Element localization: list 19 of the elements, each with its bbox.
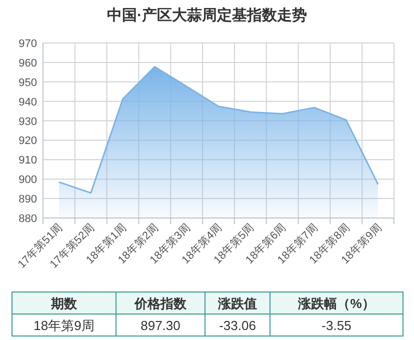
chart-title: 中国·产区大蒜周定基指数走势 [107,6,307,24]
text: -33.06 [219,318,256,333]
y-tick-label: 880 [18,213,37,225]
y-tick-label: 950 [18,76,37,89]
text: -3.55 [322,318,352,333]
y-tick-label: 930 [18,116,37,128]
text: 18年第9周 [34,318,94,333]
y-tick-label: 920 [18,135,37,148]
y-tick-label: 890 [18,194,37,206]
text: 期数 [50,296,78,311]
y-tick-label: 960 [18,57,37,70]
text: 涨跌值 [217,296,257,311]
y-tick-label: 900 [18,174,37,186]
y-tick-label: 910 [18,154,37,167]
y-tick-label: 940 [18,96,37,108]
text: 价格指数 [134,296,188,311]
text: 涨跌幅（%） [297,296,375,311]
text: 897.30 [140,318,180,333]
y-tick-label: 970 [18,38,37,50]
